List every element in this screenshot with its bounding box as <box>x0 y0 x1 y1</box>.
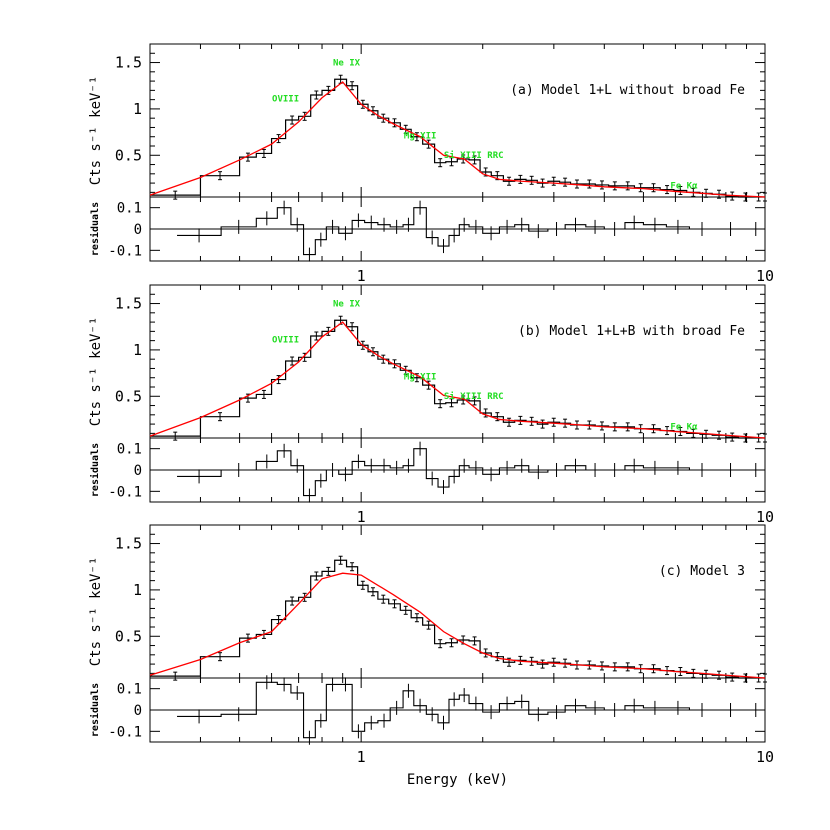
model-curve <box>149 321 766 439</box>
x-tick-label: 1 <box>357 508 366 526</box>
model-label: (a) Model 1+L without broad Fe <box>510 83 745 98</box>
main-frame <box>149 284 766 439</box>
x-tick-label: 10 <box>756 508 774 526</box>
residual-histogram <box>177 681 765 739</box>
residual-tick-label: -0.1 <box>108 243 142 259</box>
panel-c: 1 10 0.5 1 1.5 0.1 0 -0.1 Cts s⁻¹ keV⁻¹ residuals… <box>88 524 774 788</box>
model-label: (c) Model 3 <box>659 564 745 579</box>
residual-tick-label: 0.1 <box>117 442 142 458</box>
residual-histogram <box>177 448 765 497</box>
y-tick-label: 0.5 <box>115 627 142 645</box>
y-tick-label: 1 <box>133 100 142 118</box>
model-curve <box>149 81 766 198</box>
residual-tick-label: 0 <box>134 463 142 479</box>
residual-tick-label: 0 <box>134 703 142 719</box>
y-tick-label: 0.5 <box>115 146 142 164</box>
x-tick-label: 10 <box>756 267 774 285</box>
y-tick-label: 1.5 <box>115 295 142 313</box>
y-tick-label: 1.5 <box>115 535 142 553</box>
line-annotation: Fe Kα <box>670 423 698 433</box>
residual-tick-label: 0.1 <box>117 682 142 698</box>
y-tick-label: 1 <box>133 581 142 599</box>
residual-axis-label: residuals <box>89 683 101 737</box>
panel-b: 1 10 0.5 1 1.5 0.1 0 -0.1 Cts s⁻¹ keV⁻¹ residuals… <box>88 284 774 526</box>
line-annotation: Ne IX <box>333 299 361 309</box>
residual-histogram <box>177 207 765 256</box>
residual-tick-label: 0 <box>134 222 142 238</box>
residual-tick-label: 0.1 <box>117 201 142 217</box>
line-annotation: Ne IX <box>333 58 361 68</box>
y-tick-label: 0.5 <box>115 387 142 405</box>
residual-axis-label: residuals <box>89 202 101 256</box>
x-tick-label: 10 <box>756 748 774 766</box>
x-axis-label: Energy (keV) <box>407 772 508 788</box>
y-tick-label: 1.5 <box>115 54 142 72</box>
line-annotation: Si XIII RRC <box>444 391 504 402</box>
line-annotation: Mg XII <box>404 132 437 142</box>
y-axis-label: Cts s⁻¹ keV⁻¹ <box>88 317 104 427</box>
model-curve <box>149 572 766 679</box>
y-axis-label: Cts s⁻¹ keV⁻¹ <box>88 557 104 667</box>
residual-axis-label: residuals <box>89 443 101 497</box>
main-frame <box>149 43 766 198</box>
line-annotation: Si XIII RRC <box>444 150 504 161</box>
line-annotation: OVIII <box>272 94 299 104</box>
x-tick-label: 1 <box>357 748 366 766</box>
residual-tick-label: -0.1 <box>108 484 142 500</box>
line-annotation: OVIII <box>272 335 299 345</box>
panel-a: 1 10 0.5 1 1.5 0.1 0 -0.1 Cts s⁻¹ keV⁻¹ residuals… <box>88 43 774 285</box>
residual-tick-label: -0.1 <box>108 724 142 740</box>
y-axis-label: Cts s⁻¹ keV⁻¹ <box>88 76 104 186</box>
model-label: (b) Model 1+L+B with broad Fe <box>518 324 745 339</box>
main-frame <box>149 524 766 679</box>
x-tick-label: 1 <box>357 267 366 285</box>
line-annotation: Mg XII <box>404 373 437 383</box>
y-tick-label: 1 <box>133 341 142 359</box>
line-annotation: Fe Kα <box>670 182 698 192</box>
